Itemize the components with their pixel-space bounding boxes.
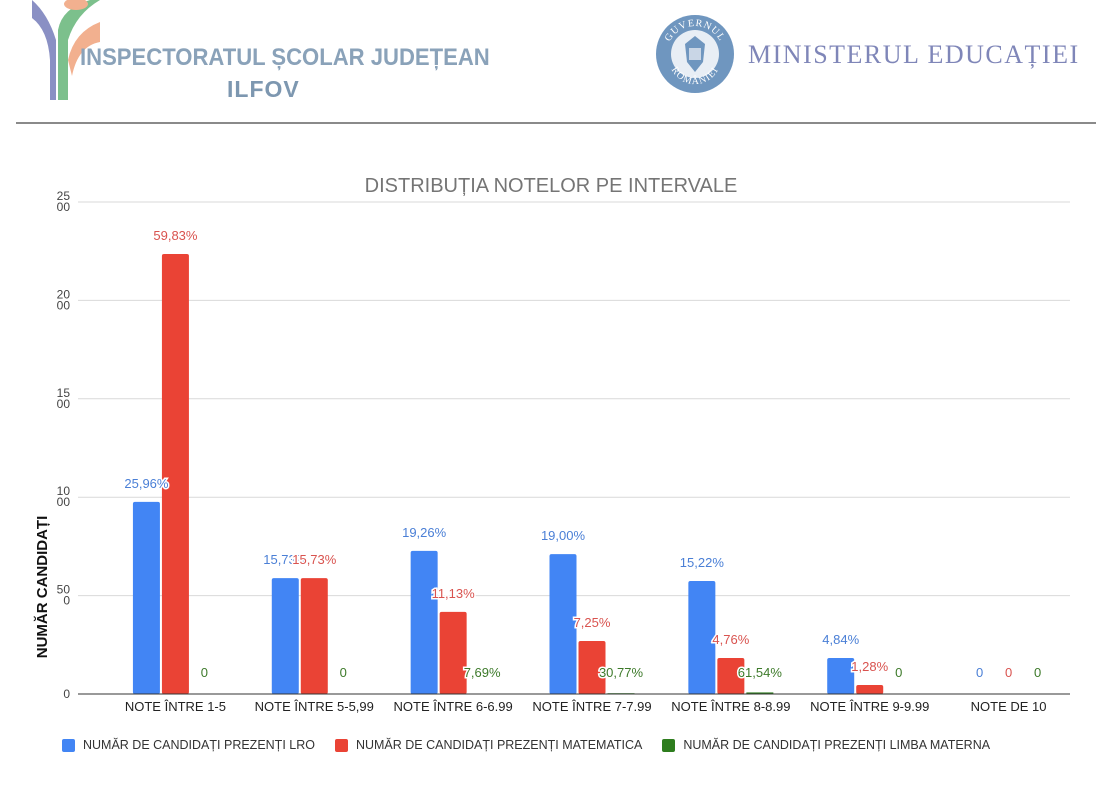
bar bbox=[271, 578, 299, 694]
grade-distribution-chart: DISTRIBUȚIA NOTELOR PE INTERVALE NUMĂR C… bbox=[34, 175, 1070, 714]
data-label: 15,73% bbox=[263, 552, 308, 567]
data-label: 30,77% bbox=[599, 665, 644, 680]
data-label: 7,25% bbox=[574, 615, 611, 630]
x-tick-label: NOTE ÎNTRE 9-9.99 bbox=[810, 699, 929, 714]
data-label: 15,22% bbox=[680, 555, 725, 570]
x-tick-label: NOTE ÎNTRE 1-5 bbox=[125, 699, 226, 714]
bar bbox=[549, 554, 577, 694]
isj-name: INSPECTORATUL ȘCOLAR JUDEȚEAN bbox=[80, 44, 490, 71]
page-header: INSPECTORATUL ȘCOLAR JUDEȚEAN ILFOV GUVE… bbox=[0, 0, 1097, 124]
legend-item-matematica[interactable]: NUMĂR DE CANDIDAȚI PREZENȚI MATEMATICA bbox=[334, 738, 643, 752]
data-label: 0 bbox=[201, 665, 208, 680]
bar bbox=[578, 641, 606, 694]
bar bbox=[132, 501, 160, 694]
bar bbox=[688, 581, 716, 694]
data-label: 19,26% bbox=[402, 525, 447, 540]
chart-title: DISTRIBUȚIA NOTELOR PE INTERVALE bbox=[365, 175, 738, 197]
data-label: 61,54% bbox=[738, 665, 783, 680]
legend-label-lro: NUMĂR DE CANDIDAȚI PREZENȚI LRO bbox=[83, 738, 315, 752]
legend-item-limba-materna[interactable]: NUMĂR DE CANDIDAȚI PREZENȚI LIMBA MATERN… bbox=[662, 738, 990, 752]
bar bbox=[300, 578, 328, 694]
data-label: 0 bbox=[1034, 665, 1041, 680]
isj-ilfov-logo-icon bbox=[32, 0, 100, 100]
legend-item-lro[interactable]: NUMĂR DE CANDIDAȚI PREZENȚI LRO bbox=[62, 738, 315, 752]
data-label: 7,69% bbox=[464, 665, 501, 680]
bar bbox=[827, 657, 855, 694]
y-tick-label: 25 00 bbox=[57, 189, 71, 214]
government-crest-icon: GUVERNUL ROMÂNIEI bbox=[656, 15, 734, 93]
ministry-name: MINISTERUL EDUCAȚIEI bbox=[748, 40, 1080, 69]
data-label: 25,96% bbox=[124, 476, 169, 491]
isj-county: ILFOV bbox=[227, 76, 300, 102]
data-label: 59,83% bbox=[153, 228, 198, 243]
legend-label-limba-materna: NUMĂR DE CANDIDAȚI PREZENȚI LIMBA MATERN… bbox=[683, 738, 991, 752]
data-label: 11,13% bbox=[432, 586, 476, 601]
x-tick-label: NOTE ÎNTRE 7-7.99 bbox=[532, 699, 651, 714]
legend-label-matematica: NUMĂR DE CANDIDAȚI PREZENȚI MATEMATICA bbox=[355, 738, 643, 752]
x-tick-label: NOTE ÎNTRE 5-5,99 bbox=[255, 699, 374, 714]
data-label: 0 bbox=[976, 665, 983, 680]
bar bbox=[410, 550, 438, 694]
data-label: 0 bbox=[895, 665, 902, 680]
chart-legend: NUMĂR DE CANDIDAȚI PREZENȚI LRO NUMĂR DE… bbox=[62, 738, 1010, 752]
bar bbox=[746, 692, 774, 694]
data-label: 0 bbox=[1005, 665, 1012, 680]
header-divider bbox=[16, 122, 1096, 124]
legend-swatch-matematica bbox=[334, 738, 348, 752]
y-tick-label: 50 0 bbox=[57, 583, 71, 608]
y-tick-label: 10 00 bbox=[57, 484, 71, 509]
data-label: 1,28% bbox=[851, 659, 888, 674]
x-tick-label: NOTE DE 10 bbox=[971, 699, 1047, 714]
legend-swatch-lro bbox=[62, 738, 75, 752]
y-tick-label: 0 bbox=[63, 687, 70, 701]
x-tick-label: NOTE ÎNTRE 6-6.99 bbox=[394, 699, 513, 714]
bar bbox=[717, 657, 745, 694]
y-tick-label: 20 00 bbox=[57, 287, 71, 312]
y-tick-label: 15 00 bbox=[57, 386, 71, 411]
bar bbox=[161, 253, 189, 694]
data-label: 0 bbox=[340, 665, 347, 680]
x-tick-label: NOTE ÎNTRE 8-8.99 bbox=[671, 699, 790, 714]
data-label: 15,73% bbox=[292, 552, 337, 567]
data-label: 19,00% bbox=[541, 528, 586, 543]
data-label: 4,84% bbox=[822, 632, 859, 647]
y-axis-label: NUMĂR CANDIDAȚI bbox=[34, 516, 51, 659]
data-label: 4,76% bbox=[712, 632, 749, 647]
bar bbox=[856, 684, 884, 694]
bar bbox=[439, 611, 467, 694]
legend-swatch-limba-materna bbox=[662, 738, 676, 752]
